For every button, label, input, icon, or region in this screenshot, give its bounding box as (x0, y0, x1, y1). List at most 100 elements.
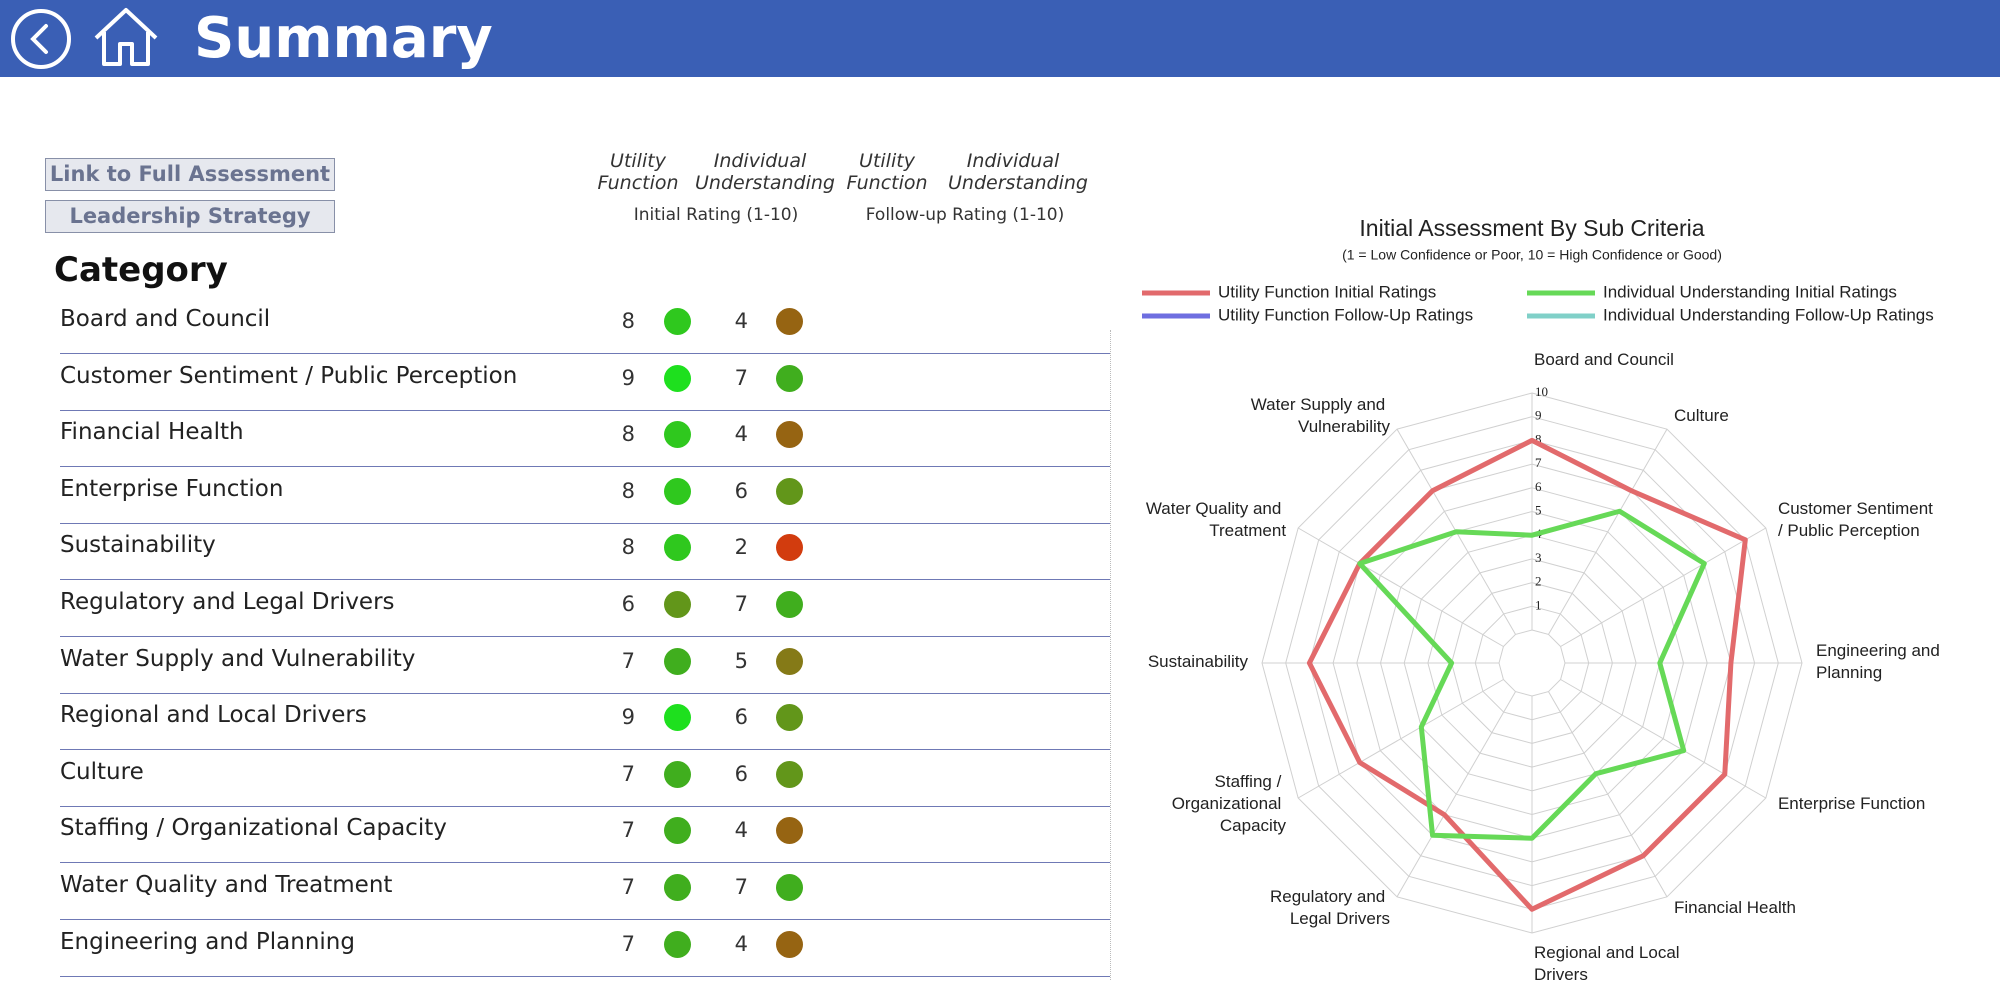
r-tick-label: 6 (1535, 479, 1542, 494)
chart-title: Initial Assessment By Sub Criteria (1359, 215, 1704, 241)
rating-dot (664, 647, 691, 675)
grid-ring (1379, 510, 1685, 816)
category-name: Customer Sentiment / Public Perception (60, 362, 518, 389)
grid-spoke (1560, 679, 1767, 799)
grid-ring (1451, 582, 1613, 744)
rating-dot (664, 817, 691, 845)
row-divider (60, 466, 1110, 468)
row-divider (60, 409, 1110, 411)
rating-dot (776, 647, 803, 675)
rating-value: 6 (734, 761, 748, 786)
legend-label: Utility Function Initial Ratings (1218, 282, 1436, 301)
rating-group-label: Initial Rating (1-10) (633, 205, 799, 225)
rating-value: 5 (734, 648, 748, 673)
series-line (1357, 508, 1707, 841)
rating-value: 9 (621, 365, 635, 390)
home-button[interactable] (90, 2, 170, 72)
category-name: Financial Health (60, 419, 244, 446)
r-tick-label: 7 (1535, 455, 1542, 470)
category-name: Water Quality and Treatment (60, 872, 393, 898)
rating-dot (776, 591, 803, 618)
rating-value: 2 (734, 535, 748, 560)
row-divider (60, 919, 1110, 920)
rating-group-label: Follow-up Rating (1-10) (865, 205, 1065, 225)
rating-value: 4 (734, 422, 748, 447)
rating-dot (776, 874, 803, 901)
rating-dot (664, 930, 691, 958)
category-label: Regional and Local Drivers (1534, 943, 1684, 984)
row-divider (60, 749, 1110, 751)
rating-dot (776, 704, 803, 732)
legend-label: Individual Understanding Initial Ratings (1603, 282, 1897, 301)
rating-value: 7 (734, 365, 748, 390)
rating-value: 4 (734, 818, 748, 843)
rating-value: 7 (621, 648, 635, 673)
row-divider (60, 579, 1110, 581)
row-divider (60, 692, 1110, 694)
row-divider (60, 522, 1110, 524)
category-label: Financial Health (1674, 898, 1796, 917)
rating-dot (776, 534, 803, 562)
rating-dot (776, 760, 803, 788)
rating-value: 8 (621, 535, 635, 560)
grid-ring (1474, 605, 1590, 721)
header-bar: Summary (0, 0, 2000, 77)
row-divider (60, 975, 1110, 977)
grid-spoke (1297, 679, 1504, 799)
rating-value: 9 (621, 705, 635, 730)
category-name: Board and Council (60, 306, 271, 332)
row-divider (60, 353, 1110, 354)
rating-value: 4 (734, 931, 748, 956)
rating-value: 7 (621, 761, 635, 786)
rating-dot (776, 930, 803, 958)
rating-dot (664, 534, 691, 562)
column-header: Individual Understanding (948, 150, 1088, 194)
rating-dot (664, 760, 691, 788)
rating-value: 8 (621, 422, 635, 447)
r-tick-label: 1 (1535, 597, 1542, 612)
grid-spoke (1548, 691, 1668, 898)
category-label: Customer Sentiment / Public Perception (1778, 499, 1938, 540)
grid-ring (1427, 558, 1637, 768)
rating-dot (776, 477, 803, 505)
r-tick-label: 3 (1535, 550, 1542, 565)
category-label: Water Supply and Vulnerability (1251, 396, 1391, 437)
grid-spoke (1560, 527, 1767, 647)
category-name: Staffing / Organizational Capacity (60, 815, 447, 842)
r-tick-label: 9 (1535, 408, 1542, 423)
link-button[interactable]: Link to Full Assessment (45, 158, 335, 191)
category-name: Regional and Local Drivers (60, 702, 367, 729)
column-header: Utility Function (597, 150, 679, 194)
chart-subtitle: (1 = Low Confidence or Poor, 10 = High C… (1342, 247, 1722, 263)
grid-ring (1498, 629, 1566, 697)
category-label: Engineering and Planning (1816, 641, 1945, 682)
rating-value: 6 (621, 592, 635, 616)
rating-dot (664, 477, 691, 505)
rating-value: 7 (734, 875, 748, 899)
link-button[interactable]: Leadership Strategy (45, 200, 335, 233)
series-line (1306, 437, 1748, 912)
category-name: Culture (60, 758, 144, 785)
r-tick-label: 2 (1535, 574, 1542, 589)
category-name: Engineering and Planning (60, 928, 355, 955)
r-tick-label: 5 (1535, 502, 1542, 517)
r-tick-label: 4 (1535, 526, 1542, 541)
grid-spoke (1396, 691, 1516, 898)
category-label: Staffing / Organizational Capacity (1172, 772, 1287, 835)
row-divider (60, 805, 1110, 807)
category-label: Board and Council (1534, 350, 1674, 369)
rating-value: 4 (734, 309, 748, 333)
rating-dot (664, 421, 691, 449)
grid-spoke (1396, 428, 1516, 635)
rating-value: 8 (621, 478, 635, 503)
rating-value: 6 (734, 478, 748, 503)
grid-ring (1261, 392, 1803, 934)
back-button[interactable] (8, 4, 78, 74)
category-label: Water Quality and Treatment (1146, 499, 1286, 540)
page-title: Summary (194, 6, 493, 71)
category-name: Enterprise Function (60, 475, 284, 502)
rating-dot (776, 817, 803, 845)
grid-spoke (1297, 527, 1504, 647)
rating-value: 7 (621, 818, 635, 843)
